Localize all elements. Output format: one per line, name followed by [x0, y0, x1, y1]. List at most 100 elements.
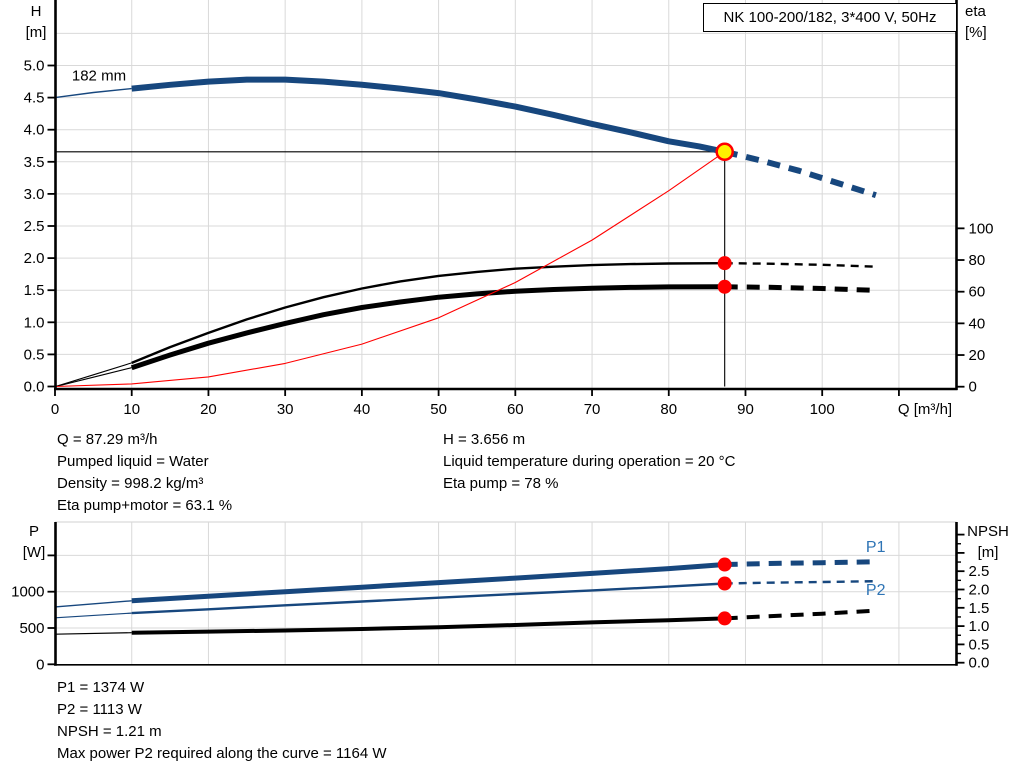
npsh-duty-point — [717, 611, 732, 626]
info-line-maxpower: Max power P2 required along the curve = … — [57, 745, 387, 762]
info-line-liquid: Pumped liquid = Water — [57, 453, 209, 470]
eta-pump-curve-solid — [131, 262, 725, 365]
right-tick-label: 2.0 — [969, 582, 990, 599]
right-tick-label: 1.0 — [969, 618, 990, 635]
right-tick-label: 40 — [969, 315, 986, 332]
x-tick-label: 90 — [737, 401, 754, 418]
left-tick-label: 4.0 — [24, 122, 45, 139]
x-tick-label: 40 — [354, 401, 371, 418]
left-tick-label: 5.0 — [24, 58, 45, 75]
right-tick-label: 0 — [969, 379, 977, 396]
left-tick-label: 3.0 — [24, 186, 45, 203]
power-npsh-chart: P1 P2 0 500 1000 0.0 0.51.01.52.0 2.5 — [11, 521, 989, 673]
tick-labels: 0 500 1000 0.0 0.51.01.52.0 2.5 — [11, 563, 989, 673]
left-tick-label: 3.5 — [24, 154, 45, 171]
duty-point — [715, 142, 734, 162]
eta-pump-curve-lead — [54, 362, 132, 388]
eta-pump-motor-curve-solid — [130, 284, 725, 371]
npsh-curve — [54, 608, 877, 635]
eta-axis-title-line2: [%] — [965, 24, 987, 41]
info-line-h: H = 3.656 m — [443, 431, 526, 448]
info-line-eta-pump: Eta pump = 78 % — [443, 475, 559, 492]
info-line-density: Density = 998.2 kg/m³ — [57, 475, 204, 492]
right-tick-label: 60 — [969, 284, 986, 301]
eta-pump-motor-curve — [54, 284, 876, 388]
p2-curve-label: P2 — [866, 582, 886, 599]
info-line-temperature: Liquid temperature during operation = 20… — [443, 453, 736, 470]
gridlines — [55, 0, 957, 389]
npsh-curve-lead — [54, 632, 132, 635]
impeller-diameter-label: 182 mm — [72, 67, 126, 84]
right-tick-label: 2.5 — [969, 563, 990, 580]
duty-reference-lines — [55, 151, 726, 387]
p-axis-title: P [W] — [16, 521, 52, 563]
qh-performance-chart: 182 mm 0 10 20 30 40 50 60 70 80 90 100 0.0 0.5 1.0 1.5… — [24, 0, 994, 418]
curve-labels: 182 mm — [72, 67, 126, 84]
x-tick-label: 60 — [507, 401, 524, 418]
npsh-axis-title: NPSH [m] — [960, 521, 1016, 563]
head-curve-182mm-extrapolated — [723, 148, 877, 199]
x-tick-label: 10 — [123, 401, 140, 418]
pump-title-box: NK 100-200/182, 3*400 V, 50Hz — [703, 3, 957, 32]
p2-duty-point — [717, 576, 732, 591]
info-line-q: Q = 87.29 m³/h — [57, 431, 158, 448]
duty-info-left: Q = 87.29 m³/h Pumped liquid = Water Den… — [57, 429, 232, 517]
system-curve — [54, 151, 726, 388]
pump-title: NK 100-200/182, 3*400 V, 50Hz — [723, 9, 937, 26]
system-curve-solid — [54, 151, 726, 388]
left-tick-label: 2.0 — [24, 250, 45, 267]
left-tick-label: 0.5 — [24, 346, 45, 363]
left-tick-label: 4.5 — [24, 90, 45, 107]
right-tick-label: 0.5 — [969, 636, 990, 653]
head-curve-182mm-lead — [54, 87, 132, 99]
tick-labels: 0 10 20 30 40 50 60 70 80 90 100 0.0 0.5 1.0 1.5 2.0 2.5… — [24, 58, 994, 419]
info-line-p2: P2 = 1113 W — [57, 701, 142, 718]
x-tick-label: 100 — [810, 401, 835, 418]
right-tick-label: 100 — [969, 220, 994, 237]
right-tick-label: 1.5 — [969, 600, 990, 617]
head-curve-182mm-solid — [131, 76, 726, 155]
curve-labels: P1 P2 — [866, 539, 886, 599]
h-axis-title-line1: H — [30, 3, 42, 20]
p2-curve-solid — [131, 582, 725, 615]
p1-curve — [54, 559, 876, 608]
power-info-block: P1 = 1374 W P2 = 1113 W NPSH = 1.21 m Ma… — [57, 677, 387, 765]
p2-curve — [54, 580, 876, 619]
h-axis-title-line2: [m] — [25, 24, 47, 41]
duty-info-right: H = 3.656 m Liquid temperature during op… — [443, 429, 735, 495]
right-tick-label: 0.0 — [969, 655, 990, 672]
p1-curve-extrapolated — [724, 559, 876, 567]
head-curve-182mm — [54, 76, 877, 199]
duty-markers — [717, 557, 732, 626]
p1-curve-lead — [54, 600, 132, 608]
info-line-npsh: NPSH = 1.21 m — [57, 723, 162, 740]
h-axis-title: H [m] — [18, 1, 54, 43]
eta-pump-duty-point — [717, 256, 732, 271]
p1-curve-solid — [131, 562, 725, 604]
left-tick-label: 2.5 — [24, 218, 45, 235]
x-tick-label: 0 — [51, 401, 59, 418]
left-tick-label: 1.0 — [24, 314, 45, 331]
info-line-eta-total: Eta pump+motor = 63.1 % — [57, 497, 233, 514]
x-tick-label: 80 — [660, 401, 677, 418]
left-tick-label: 500 — [19, 620, 44, 637]
eta-pump-motor-duty-point — [717, 279, 732, 294]
x-tick-label: 20 — [200, 401, 217, 418]
npsh-curve-extrapolated — [724, 608, 877, 621]
left-tick-label: 0 — [36, 656, 44, 673]
eta-pump-motor-curve-lead — [54, 367, 132, 388]
q-axis-unit-label: Q [m³/h] — [897, 401, 953, 418]
p1-curve-label: P1 — [866, 539, 886, 556]
right-tick-label: 20 — [969, 347, 986, 364]
p2-curve-lead — [54, 612, 132, 619]
eta-axis-title-line1: eta — [965, 3, 986, 20]
npsh-axis-title-line1: NPSH — [967, 523, 1009, 540]
eta-pump-curve-extrapolated — [724, 262, 876, 268]
p2-curve-extrapolated — [724, 580, 876, 585]
gridlines — [55, 521, 957, 665]
x-tick-label: 50 — [430, 401, 447, 418]
axes — [47, 0, 965, 396]
duty-markers — [715, 142, 734, 294]
